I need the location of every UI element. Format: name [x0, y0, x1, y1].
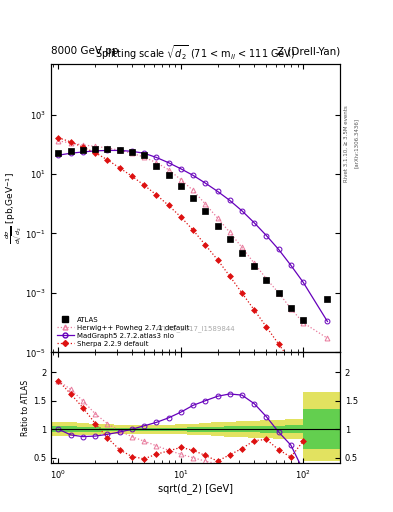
- Y-axis label: Ratio to ATLAS: Ratio to ATLAS: [21, 380, 30, 436]
- Text: Z (Drell-Yan): Z (Drell-Yan): [277, 46, 340, 56]
- X-axis label: sqrt(d_2) [GeV]: sqrt(d_2) [GeV]: [158, 483, 233, 494]
- Text: Rivet 3.1.10, ≥ 3.5M events: Rivet 3.1.10, ≥ 3.5M events: [344, 105, 349, 182]
- Text: ATLAS_2017_I1589844: ATLAS_2017_I1589844: [156, 326, 235, 332]
- Legend: ATLAS, Herwig++ Powheg 2.7.1 default, MadGraph5 2.7.2.atlas3 nlo, Sherpa 2.2.9 d: ATLAS, Herwig++ Powheg 2.7.1 default, Ma…: [55, 314, 191, 349]
- Title: Splitting scale $\sqrt{d_2}$ (71 < m$_{ll}$ < 111 GeV): Splitting scale $\sqrt{d_2}$ (71 < m$_{l…: [95, 44, 296, 62]
- Y-axis label: $\frac{d\sigma}{d\sqrt{d_2}}$ [pb,GeV$^{-1}$]: $\frac{d\sigma}{d\sqrt{d_2}}$ [pb,GeV$^{…: [4, 173, 24, 244]
- Text: 8000 GeV pp: 8000 GeV pp: [51, 46, 119, 56]
- Text: [arXiv:1306.3436]: [arXiv:1306.3436]: [354, 118, 359, 168]
